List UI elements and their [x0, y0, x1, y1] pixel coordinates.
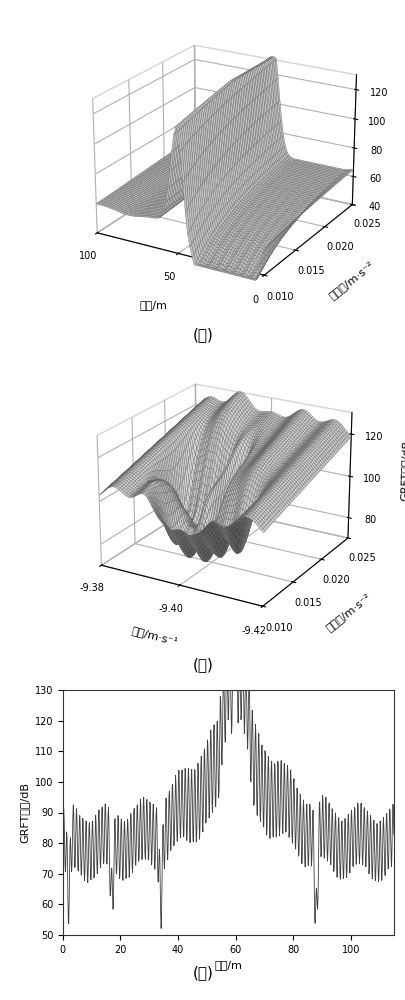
Text: (ｃ): (ｃ): [192, 658, 213, 672]
X-axis label: 距离/m: 距离/m: [214, 960, 242, 970]
X-axis label: 速度/m·s⁻¹: 速度/m·s⁻¹: [130, 626, 179, 647]
Y-axis label: GRFT结果/dB: GRFT结果/dB: [19, 782, 29, 843]
Y-axis label: 加速度/m·s⁻²: 加速度/m·s⁻²: [326, 259, 375, 301]
Text: (ｄ): (ｄ): [192, 966, 213, 980]
Y-axis label: 加速度/m·s⁻²: 加速度/m·s⁻²: [324, 592, 372, 633]
Text: (ｂ): (ｂ): [192, 328, 213, 342]
X-axis label: 距离/m: 距离/m: [139, 300, 167, 310]
